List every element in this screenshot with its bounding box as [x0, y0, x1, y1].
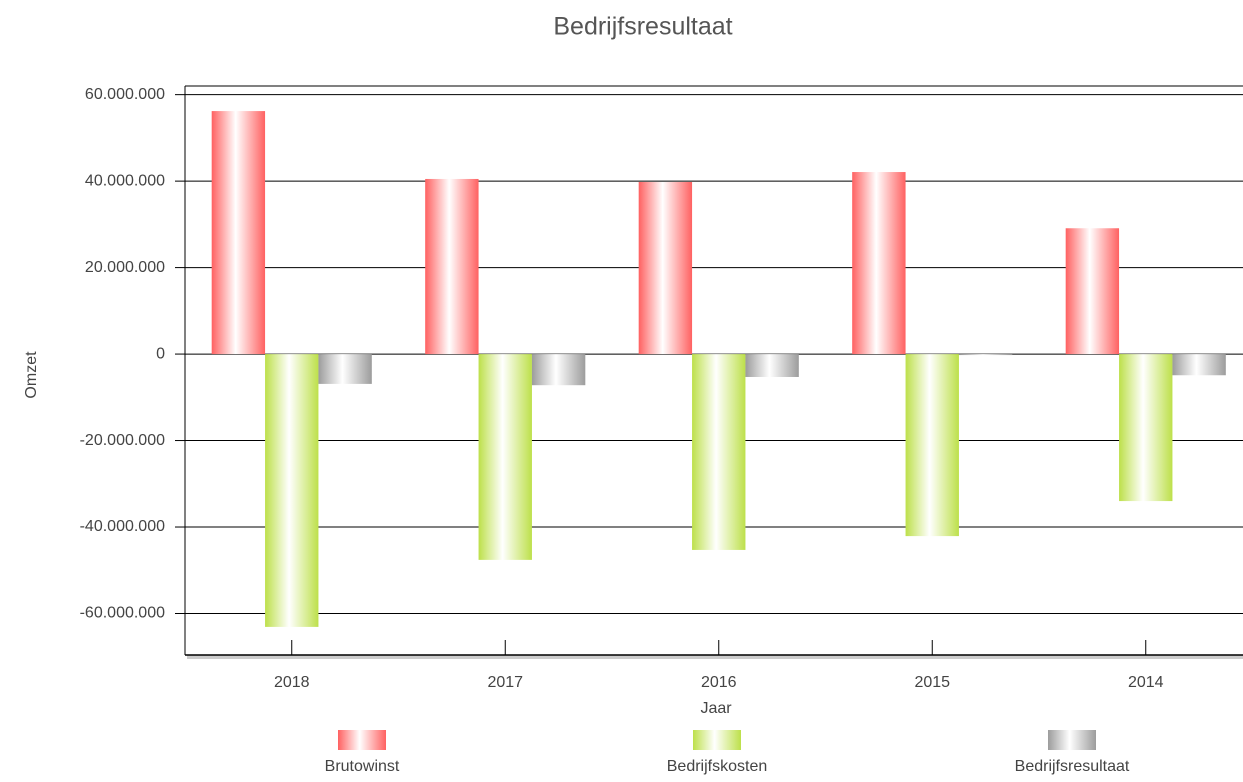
bar — [905, 354, 959, 537]
bar — [531, 354, 586, 386]
bar — [478, 354, 532, 560]
legend-swatch — [693, 730, 741, 750]
y-tick-label: 0 — [156, 345, 165, 362]
x-tick-label: 2014 — [1128, 674, 1164, 691]
bar — [692, 354, 746, 550]
plot-shadow — [187, 655, 1243, 659]
x-tick-label: 2016 — [701, 674, 737, 691]
y-tick-label: -20.000.000 — [80, 432, 166, 449]
legend-label: Bedrijfskosten — [667, 758, 768, 775]
x-axis-title: Jaar — [700, 700, 732, 717]
y-axis-title: Omzet — [23, 351, 40, 399]
x-tick-label: 2015 — [914, 674, 950, 691]
legend-swatch — [338, 730, 386, 750]
bar — [318, 354, 372, 384]
y-tick-label: -40.000.000 — [80, 518, 166, 535]
bar — [745, 354, 799, 377]
bar — [425, 178, 479, 355]
x-tick-label: 2018 — [274, 674, 310, 691]
bar — [1065, 228, 1120, 355]
legend-label: Brutowinst — [325, 758, 400, 775]
bar — [265, 354, 319, 627]
y-tick-label: 60.000.000 — [85, 86, 165, 103]
y-tick-label: 20.000.000 — [85, 259, 165, 276]
chart-title: Bedrijfsresultaat — [553, 13, 732, 41]
bar — [211, 111, 266, 355]
bar — [852, 172, 906, 355]
bar — [638, 181, 693, 355]
legend-label: Bedrijfsresultaat — [1015, 758, 1130, 775]
bar — [958, 354, 1013, 356]
y-tick-label: 40.000.000 — [85, 172, 165, 189]
bar — [1119, 354, 1173, 502]
y-tick-label: -60.000.000 — [80, 605, 166, 622]
x-tick-label: 2017 — [487, 674, 523, 691]
legend-swatch — [1048, 730, 1096, 750]
bar — [1172, 354, 1226, 376]
